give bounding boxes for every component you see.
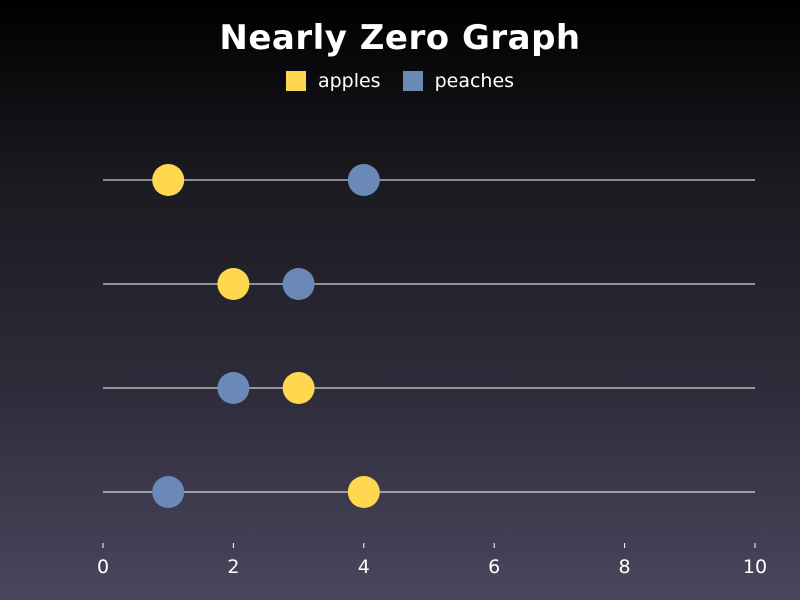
- chart-title: Nearly Zero Graph: [219, 18, 581, 58]
- legend-item-peaches: peaches: [402, 70, 515, 92]
- peaches-point-row-4: [152, 476, 185, 508]
- legend-swatch-peaches: [402, 71, 423, 91]
- apples-point-row-1: [152, 164, 185, 196]
- legend-label-peaches: peaches: [434, 70, 515, 92]
- peaches-point-row-3: [217, 372, 250, 404]
- peaches-point-row-2: [282, 268, 315, 300]
- x-tick-label-6: 6: [488, 556, 500, 578]
- x-tick-label-10: 10: [743, 556, 767, 578]
- x-tick-label-4: 4: [358, 556, 370, 578]
- apples-point-row-4: [347, 476, 380, 508]
- apples-point-row-3: [282, 372, 315, 404]
- peaches-point-row-1: [347, 164, 380, 196]
- legend-item-apples: apples: [285, 70, 381, 92]
- x-tick-label-8: 8: [619, 556, 631, 578]
- apples-point-row-2: [217, 268, 250, 300]
- legend-swatch-apples: [285, 71, 306, 91]
- x-tick-label-0: 0: [97, 556, 109, 578]
- x-tick-label-2: 2: [227, 556, 239, 578]
- legend-label-apples: apples: [317, 70, 381, 92]
- legend: apples peaches: [0, 70, 800, 92]
